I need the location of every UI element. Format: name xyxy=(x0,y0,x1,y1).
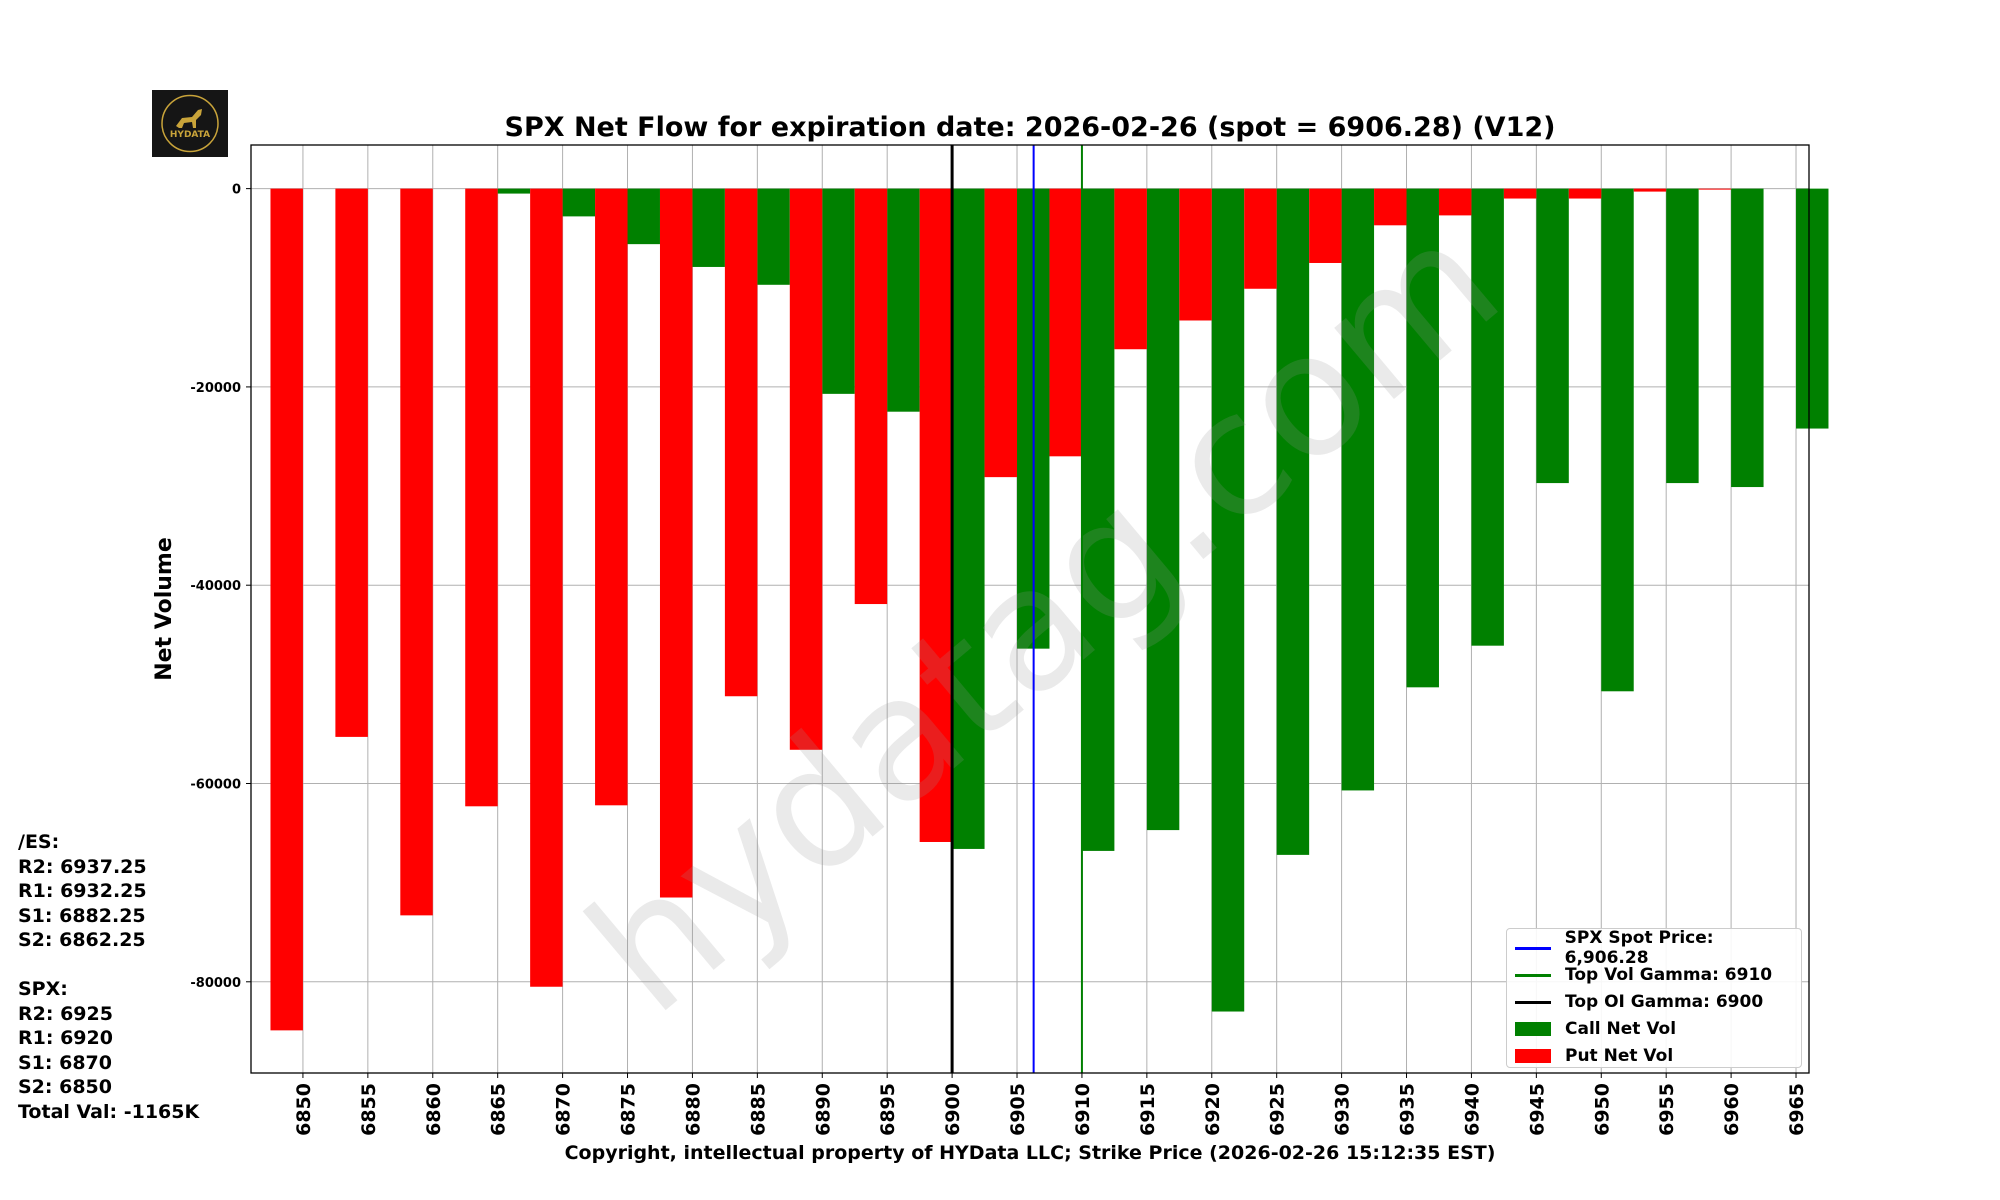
put-bar xyxy=(984,188,1018,478)
put-bar xyxy=(1374,188,1407,226)
x-tick-label: 6880 xyxy=(682,1083,704,1136)
put-bar xyxy=(1179,188,1212,321)
call-bar xyxy=(1081,188,1115,851)
legend-line-icon xyxy=(1515,946,1551,950)
call-bar xyxy=(952,188,985,849)
legend-item-oi-gamma: Top OI Gamma: 6900 xyxy=(1515,989,1801,1015)
legend-item-call: Call Net Vol xyxy=(1515,1016,1801,1042)
call-bar xyxy=(757,188,790,285)
y-tick-label: -80000 xyxy=(190,976,241,991)
x-tick-label: 6955 xyxy=(1656,1083,1678,1136)
x-tick-label: 6890 xyxy=(812,1083,834,1136)
x-tick-label: 6925 xyxy=(1267,1083,1289,1136)
x-tick-label: 6905 xyxy=(1007,1083,1029,1136)
put-bar xyxy=(1633,188,1667,192)
legend-item-put: Put Net Vol xyxy=(1515,1043,1801,1069)
call-bar xyxy=(1536,188,1569,484)
y-axis-label: Net Volume xyxy=(152,537,177,681)
svg-text:HYDATA: HYDATA xyxy=(170,130,210,140)
legend-patch-icon xyxy=(1515,1022,1551,1036)
x-tick-label: 6865 xyxy=(488,1083,510,1136)
x-tick-label: 6965 xyxy=(1786,1083,1808,1136)
put-bar xyxy=(1049,188,1082,457)
x-axis-label: Copyright, intellectual property of HYDa… xyxy=(565,1142,1496,1164)
legend-label: Top Vol Gamma: 6910 xyxy=(1565,965,1773,985)
legend-label: Call Net Vol xyxy=(1565,1019,1677,1039)
call-bar xyxy=(1796,188,1829,429)
x-tick-label: 6960 xyxy=(1721,1083,1743,1136)
legend-item-spot: SPX Spot Price: 6,906.28 xyxy=(1515,928,1801,968)
call-bar xyxy=(1471,188,1504,646)
y-tick-label: -40000 xyxy=(190,579,241,594)
x-tick-label: 6850 xyxy=(293,1083,315,1136)
x-tick-label: 6945 xyxy=(1526,1083,1548,1136)
call-bar xyxy=(1211,188,1245,1012)
legend-label: SPX Spot Price: 6,906.28 xyxy=(1564,928,1714,968)
x-tick-label: 6885 xyxy=(747,1083,769,1136)
legend-line-icon xyxy=(1515,1000,1551,1004)
x-tick-label: 6910 xyxy=(1072,1083,1094,1136)
x-tick-label: 6940 xyxy=(1461,1083,1483,1136)
put-bar xyxy=(724,188,758,697)
call-bar xyxy=(822,188,855,394)
x-tick-label: 6875 xyxy=(618,1083,640,1136)
put-bar xyxy=(530,188,563,987)
x-tick-label: 6860 xyxy=(423,1083,445,1136)
x-tick-label: 6920 xyxy=(1202,1083,1224,1136)
call-bar xyxy=(887,188,920,412)
legend-item-vol-gamma: Top Vol Gamma: 6910 xyxy=(1515,962,1801,988)
plot-frame xyxy=(250,144,1810,1074)
x-tick-label: 6900 xyxy=(942,1083,964,1136)
x-tick-label: 6950 xyxy=(1591,1083,1613,1136)
legend-line-icon xyxy=(1515,973,1551,977)
put-bar xyxy=(465,188,498,807)
call-bar xyxy=(1276,188,1310,855)
call-bar xyxy=(497,188,531,194)
chart-title: SPX Net Flow for expiration date: 2026-0… xyxy=(505,112,1556,143)
put-bar xyxy=(919,188,953,842)
y-tick-label: 0 xyxy=(232,183,241,198)
put-bar xyxy=(1698,188,1732,190)
call-bar xyxy=(1406,188,1439,688)
call-bar xyxy=(1146,188,1180,831)
call-bar xyxy=(562,188,596,217)
put-bar xyxy=(335,188,368,737)
put-bar xyxy=(270,188,303,1031)
put-bar xyxy=(1503,188,1537,199)
x-tick-label: 6895 xyxy=(877,1083,899,1136)
x-tick-label: 6930 xyxy=(1332,1083,1354,1136)
y-tick-label: -20000 xyxy=(190,381,241,396)
call-bar xyxy=(692,188,725,267)
put-bar xyxy=(659,188,693,898)
put-bar xyxy=(400,188,433,916)
call-bar xyxy=(1601,188,1634,692)
call-bar xyxy=(1341,188,1375,791)
put-bar xyxy=(595,188,628,806)
legend: SPX Spot Price: 6,906.28 Top Vol Gamma: … xyxy=(1506,928,1802,1068)
support-resistance-levels: /ES: R2: 6937.25 R1: 6932.25 S1: 6882.25… xyxy=(18,831,200,1123)
legend-patch-icon xyxy=(1515,1049,1551,1063)
call-bar xyxy=(1666,188,1699,484)
x-tick-label: 6855 xyxy=(358,1083,380,1136)
hydata-logo: HYDATA xyxy=(152,90,228,157)
put-bar xyxy=(1438,188,1472,216)
call-bar xyxy=(1731,188,1764,488)
call-bar xyxy=(627,188,660,245)
put-bar xyxy=(1568,188,1602,199)
x-tick-label: 6935 xyxy=(1397,1083,1419,1136)
y-tick-label: -60000 xyxy=(190,777,241,792)
put-bar xyxy=(1114,188,1147,350)
put-bar xyxy=(1244,188,1277,289)
x-tick-label: 6870 xyxy=(553,1083,575,1136)
legend-label: Put Net Vol xyxy=(1565,1046,1674,1066)
put-bar xyxy=(789,188,823,750)
put-bar xyxy=(854,188,888,605)
x-tick-label: 6915 xyxy=(1137,1083,1159,1136)
put-bar xyxy=(1309,188,1342,263)
legend-label: Top OI Gamma: 6900 xyxy=(1565,992,1764,1012)
